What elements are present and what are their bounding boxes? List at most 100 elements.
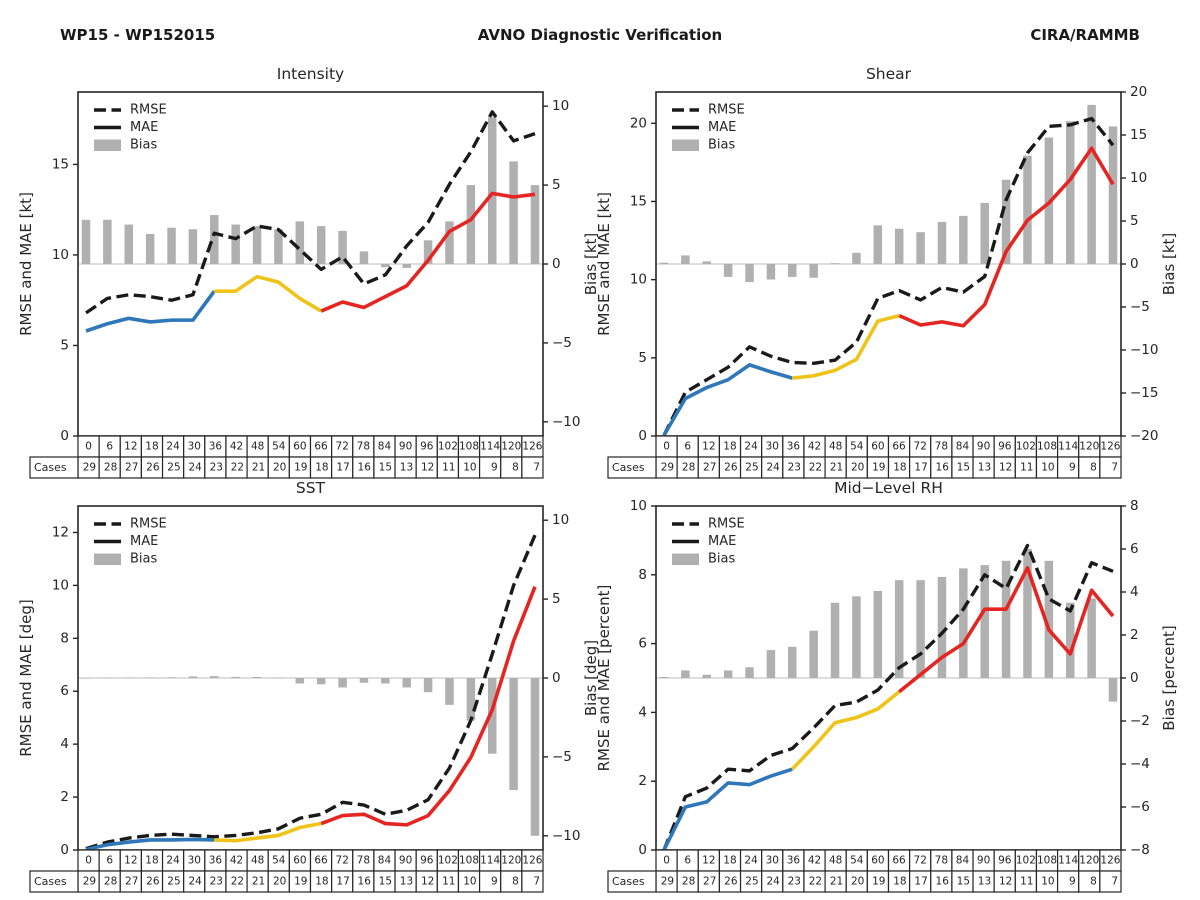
cases-value: 29 (83, 462, 96, 474)
cases-value: 11 (442, 876, 455, 888)
bias-bar (937, 221, 947, 264)
hour-label: 84 (378, 441, 392, 453)
hour-label: 102 (438, 441, 458, 453)
hour-label: 78 (357, 441, 370, 453)
right-axis-label: Bias [percent] (1160, 625, 1178, 730)
cases-value: 27 (125, 876, 138, 888)
left-tick-label: 2 (638, 773, 647, 789)
bias-bar (359, 251, 369, 264)
hour-label: 48 (829, 441, 842, 453)
hour-label: 48 (829, 855, 842, 867)
bias-bar (145, 234, 155, 264)
right-tick-label: −10 (552, 828, 581, 844)
right-axis-label: Bias [kt] (1160, 233, 1178, 296)
hour-label: 36 (209, 855, 223, 867)
hour-label: 126 (1100, 441, 1120, 453)
cases-value: 8 (1090, 876, 1097, 888)
cases-value: 24 (188, 876, 202, 888)
hour-label: 120 (501, 441, 521, 453)
legend-label: Bias (130, 552, 157, 567)
hour-label: 6 (106, 441, 113, 453)
cases-value: 24 (766, 462, 780, 474)
cases-value: 15 (379, 876, 392, 888)
cases-label: Cases (34, 461, 67, 474)
hour-label: 84 (956, 441, 970, 453)
hour-label: 6 (684, 441, 691, 453)
bias-bar (167, 677, 176, 678)
source-credit-title: CIRA/RAMMB (1030, 26, 1140, 44)
cases-value: 20 (851, 876, 864, 888)
cases-value: 9 (1069, 876, 1076, 888)
bias-bar (873, 590, 883, 678)
hour-label: 24 (744, 855, 758, 867)
right-tick-label: 8 (1130, 498, 1139, 514)
hour-label: 90 (399, 855, 412, 867)
legend-label: RMSE (708, 517, 745, 532)
cases-value: 16 (936, 462, 950, 474)
right-tick-label: 0 (1130, 670, 1139, 686)
cases-value: 9 (491, 462, 498, 474)
cases-value: 9 (1069, 462, 1076, 474)
bias-bar (445, 678, 454, 705)
right-tick-label: 5 (552, 177, 561, 193)
hour-label: 42 (808, 441, 821, 453)
cases-value: 13 (400, 876, 413, 888)
cases-value: 29 (661, 876, 674, 888)
hour-label: 18 (145, 855, 158, 867)
cases-value: 7 (533, 462, 540, 474)
bias-bar (980, 565, 989, 678)
bias-bar (167, 227, 176, 264)
hour-label: 60 (293, 441, 306, 453)
left-tick-label: 6 (638, 636, 647, 652)
cases-value: 16 (358, 876, 372, 888)
right-tick-label: −6 (1130, 799, 1150, 815)
bias-bar (937, 576, 947, 678)
bias-bar (659, 676, 669, 678)
bias-bar (381, 678, 390, 684)
right-tick-label: −8 (1130, 842, 1150, 858)
left-axis-label: RMSE and MAE [percent] (595, 585, 613, 772)
bias-bar (788, 264, 797, 277)
hour-label: 108 (459, 441, 479, 453)
panel-shear: Shear 0 5 10 15 20 −20 −15 −10 −5 0 5 10 15 20 RMSE and… (595, 65, 1178, 479)
left-tick-label: 5 (638, 350, 647, 366)
cases-value: 25 (745, 876, 758, 888)
cases-value: 22 (809, 462, 822, 474)
hour-label: 60 (293, 855, 306, 867)
bias-bar (873, 225, 883, 264)
bias-bar (381, 264, 390, 268)
hour-label: 102 (1016, 441, 1036, 453)
storm-id-title: WP15 - WP152015 (60, 26, 216, 44)
hour-label: 36 (787, 855, 801, 867)
hour-label: 18 (723, 441, 736, 453)
legend-label: MAE (708, 534, 736, 549)
mae-line-blue (662, 767, 793, 851)
bias-bar (316, 678, 326, 685)
right-tick-label: 2 (1130, 627, 1139, 643)
right-tick-label: −4 (1130, 756, 1150, 772)
hour-label: 126 (522, 855, 542, 867)
cases-value: 28 (682, 876, 695, 888)
rmse-line (85, 534, 537, 851)
bias-bar (295, 221, 305, 264)
hour-label: 96 (420, 855, 434, 867)
hour-label: 114 (480, 441, 500, 453)
cases-label-cell (29, 456, 79, 479)
cases-value: 29 (83, 876, 96, 888)
bias-bar (852, 252, 861, 264)
bias-bar (766, 650, 776, 678)
cases-value: 12 (421, 876, 434, 888)
hour-label: 42 (230, 855, 243, 867)
hour-label: 120 (1079, 441, 1099, 453)
hour-label: 30 (766, 855, 779, 867)
cases-cell (521, 456, 544, 479)
hour-label: 72 (336, 441, 349, 453)
bias-bar (681, 670, 690, 678)
cases-cell (521, 870, 544, 893)
right-tick-label: 0 (1130, 256, 1139, 272)
bias-bar (745, 667, 754, 678)
cases-value: 7 (533, 876, 540, 888)
bias-bar (252, 226, 262, 264)
legend-label: Bias (708, 138, 735, 153)
